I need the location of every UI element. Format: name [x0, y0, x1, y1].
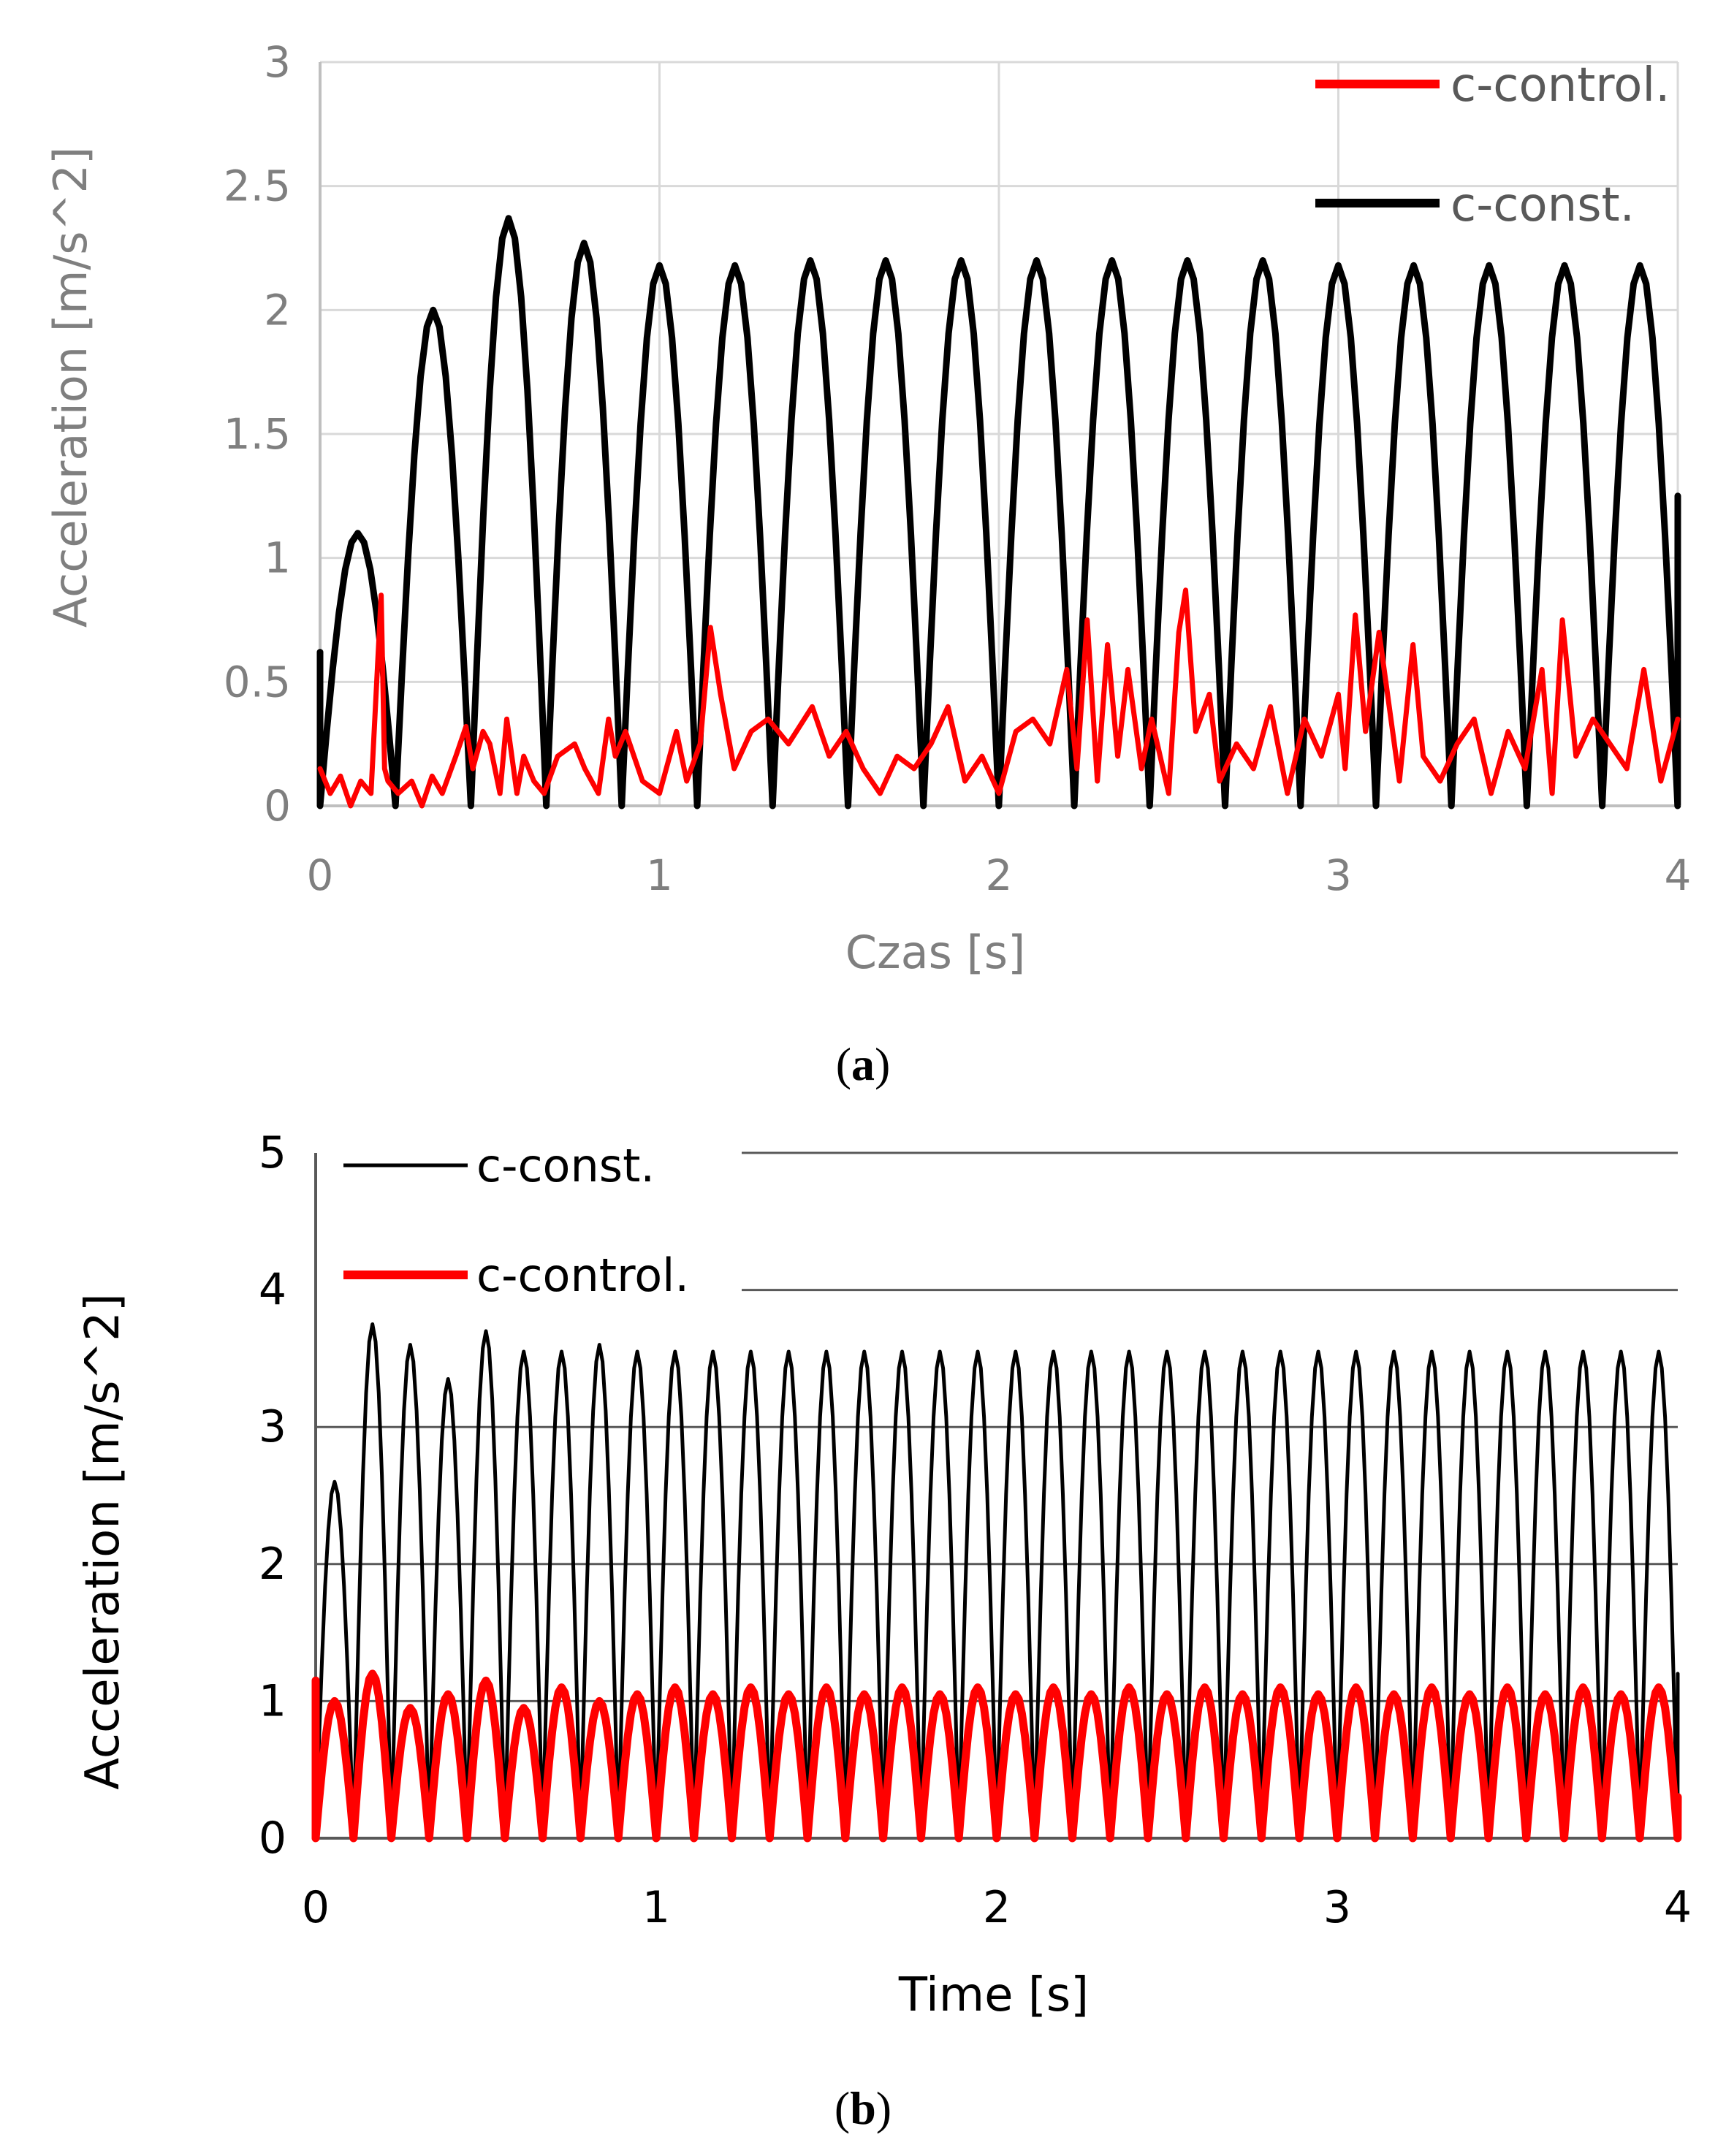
chart-a-gridlines	[319, 61, 1679, 807]
series-c-control	[317, 587, 1681, 809]
x-tick-label: 2	[983, 1882, 1011, 1933]
y-tick-label: 1.5	[224, 409, 291, 459]
legend-a-c-control-label: c-control.	[1451, 58, 1670, 113]
x-tick-label: 0	[307, 850, 334, 900]
legend-b-c-control-label: c-control.	[476, 1249, 689, 1302]
x-tick-label: 1	[642, 1882, 670, 1933]
chart-a-x-axis-label: Czas [s]	[845, 926, 1026, 979]
series-c-const	[316, 215, 1681, 810]
chart-a-series	[316, 215, 1681, 810]
chart-a-y-axis-label: Acceleration [m/s^2]	[44, 147, 97, 628]
x-tick-label: 4	[1664, 1882, 1692, 1933]
y-tick-label: 3	[264, 37, 291, 87]
chart-b-series	[311, 1322, 1682, 1843]
x-tick-label: 1	[646, 850, 673, 900]
y-tick-label: 1	[264, 533, 291, 583]
x-tick-label: 0	[302, 1882, 330, 1933]
chart-b-y-ticks: 0 1 2 3 4 5	[259, 1127, 286, 1864]
y-tick-label: 5	[259, 1127, 286, 1178]
series-c-const	[313, 1322, 1680, 1840]
chart-b-x-axis-label: Time [s]	[898, 1968, 1089, 2022]
x-tick-label: 3	[1323, 1882, 1351, 1933]
chart-b-legend: c-const. c-control.	[343, 1139, 689, 1302]
chart-b-caption: (b)	[835, 2082, 891, 2134]
x-tick-label: 3	[1325, 850, 1352, 900]
x-tick-label: 4	[1665, 850, 1692, 900]
chart-a-y-ticks: 0 0.5 1 1.5 2 2.5 3	[224, 37, 291, 831]
y-tick-label: 2.5	[224, 161, 291, 211]
chart-b-x-ticks: 0 1 2 3 4	[302, 1882, 1692, 1933]
legend-a-c-const-label: c-const.	[1451, 178, 1635, 232]
y-tick-label: 0.5	[224, 657, 291, 706]
legend-b-c-const-label: c-const.	[476, 1139, 655, 1192]
chart-b: 0 1 2 3 4 5 0 1 2 3 4 Acceleration [m/s^2] Time […	[76, 1127, 1692, 2134]
chart-b-y-axis-label: Acceleration [m/s^2]	[76, 1293, 130, 1790]
y-tick-label: 2	[259, 1539, 286, 1590]
y-tick-label: 4	[259, 1265, 286, 1316]
x-tick-label: 2	[986, 850, 1013, 900]
chart-a: 0 0.5 1 1.5 2 2.5 3 0 1 2 3 4 Acceleration [m/s^2]…	[44, 37, 1691, 1090]
chart-a-caption: (a)	[836, 1038, 891, 1090]
y-tick-label: 3	[259, 1401, 286, 1452]
y-tick-label: 0	[259, 1813, 286, 1864]
chart-a-x-ticks: 0 1 2 3 4	[307, 850, 1692, 900]
chart-a-legend: c-control. c-const.	[1315, 58, 1670, 232]
y-tick-label: 2	[264, 285, 291, 335]
y-tick-label: 0	[264, 781, 291, 831]
y-tick-label: 1	[259, 1675, 286, 1726]
series-c-control	[311, 1669, 1682, 1843]
